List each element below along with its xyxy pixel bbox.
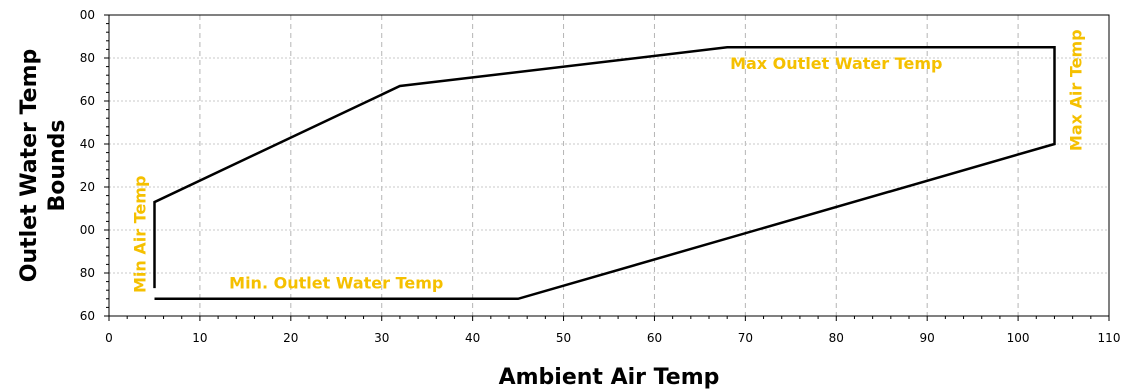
- x-tick-label: 30: [374, 331, 389, 345]
- y-axis-title-line2: Bounds: [45, 119, 70, 211]
- annotation-label: Min. Outlet Water Temp: [229, 273, 443, 292]
- annotation-label: Max Air Temp: [1067, 29, 1086, 151]
- x-tick-label: 110: [1098, 331, 1121, 345]
- annotation-label: Max Outlet Water Temp: [730, 54, 942, 73]
- y-tick-label: 80: [80, 51, 95, 65]
- y-axis-title-line1: Outlet Water Temp: [17, 49, 42, 282]
- y-tick-label: 60: [80, 309, 95, 323]
- x-tick-label: 40: [465, 331, 480, 345]
- x-tick-label: 20: [283, 331, 298, 345]
- x-tick-label: 80: [829, 331, 844, 345]
- x-tick-label: 90: [920, 331, 935, 345]
- envelope-line: [153, 46, 1056, 301]
- y-axis: 60 80 00 20 40 60 80 00: [80, 8, 109, 323]
- y-tick-label: 20: [80, 180, 95, 194]
- x-axis: 0 10 20 30 40 50 60 70 80 90 100 110: [105, 316, 1120, 345]
- y-tick-label: 80: [80, 266, 95, 280]
- y-tick-label: 40: [80, 137, 95, 151]
- y-tick-label: 00: [80, 8, 95, 22]
- x-tick-label: 70: [738, 331, 753, 345]
- annotations-group: Max Outlet Water Temp Min. Outlet Water T…: [130, 29, 1085, 293]
- x-tick-label: 60: [647, 331, 662, 345]
- y-tick-label: 60: [80, 94, 95, 108]
- y-tick-label: 00: [80, 223, 95, 237]
- annotation-label: Min Air Temp: [130, 176, 149, 293]
- x-tick-label: 100: [1007, 331, 1030, 345]
- x-tick-label: 0: [105, 331, 113, 345]
- x-tick-label: 50: [556, 331, 571, 345]
- x-tick-label: 10: [192, 331, 207, 345]
- plot-frame: [108, 14, 1110, 317]
- envelope-group: [153, 46, 1056, 301]
- x-axis-title: Ambient Air Temp: [499, 365, 720, 390]
